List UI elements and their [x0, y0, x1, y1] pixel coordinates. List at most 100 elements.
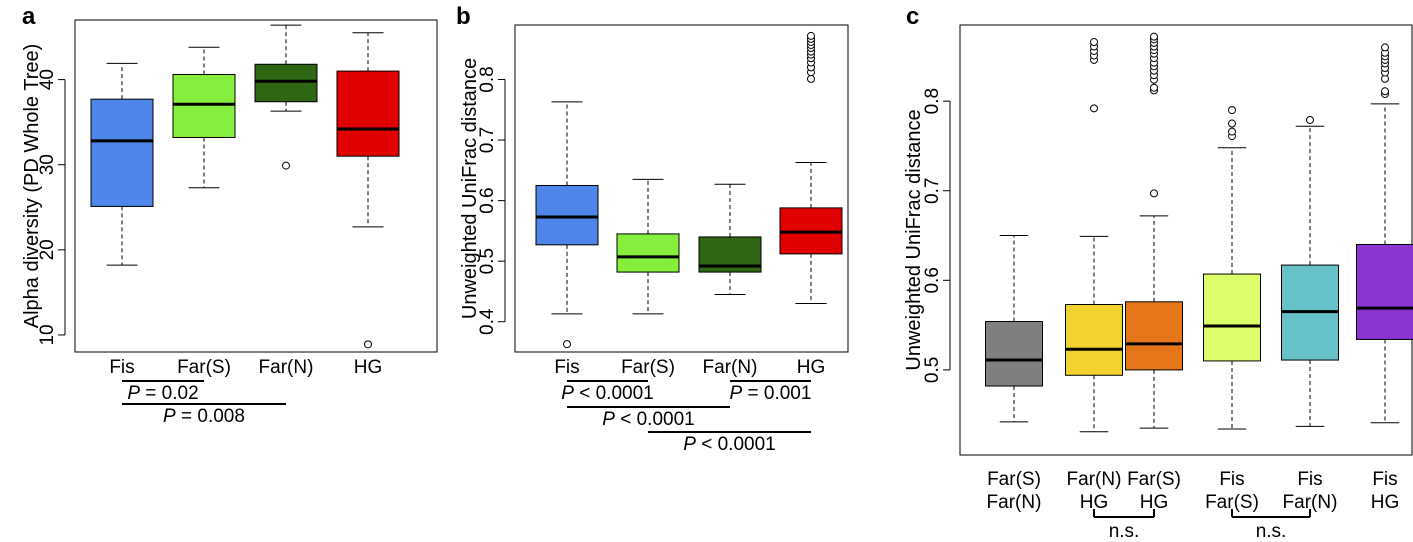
p-italic: P [730, 383, 743, 404]
panel-letter: b [456, 3, 471, 30]
outlier-point [364, 340, 372, 349]
comparison-1: P = 0.02 [122, 380, 204, 404]
category-label: Far(S) [621, 357, 675, 378]
box-6 [1356, 43, 1413, 424]
box-5 [1281, 115, 1339, 427]
box-iqr [985, 321, 1043, 387]
y-tick-label: 30 [37, 154, 58, 175]
p-italic: P [561, 383, 574, 404]
outlier-point [807, 74, 815, 83]
category-label: Far(S) [987, 469, 1041, 490]
outlier-point [1381, 43, 1389, 52]
box-1 [985, 235, 1043, 423]
y-tick-label: 10 [37, 324, 58, 345]
box-4 [779, 31, 843, 305]
box-iqr [90, 98, 154, 207]
box-iqr [254, 63, 318, 103]
box-2 [172, 46, 236, 189]
outlier-point [1150, 83, 1158, 92]
y-tick-label: 0.6 [477, 187, 498, 213]
outlier-point [1090, 104, 1098, 113]
comparison-2: P = 0.008 [122, 403, 286, 427]
outlier-point [1228, 127, 1236, 136]
y-tick-label: 0.8 [477, 66, 498, 92]
comparison-1: n.s. [1093, 509, 1155, 542]
comparison-1: P < 0.0001 [561, 380, 654, 404]
comparison-4: P < 0.0001 [648, 431, 811, 455]
category-label: HG [1371, 492, 1400, 513]
p-italic: P [127, 383, 140, 404]
box-4 [1203, 106, 1261, 430]
box-iqr [172, 73, 236, 138]
category-label: Far(S) [177, 357, 231, 378]
box-iqr [535, 184, 599, 246]
box-3 [1125, 32, 1183, 429]
box-iqr [336, 70, 400, 157]
category-label: HG [1140, 492, 1169, 513]
outlier-point [1150, 189, 1158, 198]
ns-label: n.s. [1109, 521, 1140, 542]
plot-frame [74, 19, 438, 353]
category-label: Fis [554, 357, 579, 378]
box-1 [90, 62, 154, 266]
category-label: Far(N) [703, 357, 758, 378]
y-tick-label: 0.7 [477, 127, 498, 153]
p-value-label: P < 0.0001 [561, 383, 653, 404]
p-value: = 0.008 [176, 406, 245, 427]
panel-letter: c [906, 3, 919, 30]
outlier-point [1306, 115, 1314, 124]
outlier-point [1381, 87, 1389, 96]
category-label: HG [354, 357, 383, 378]
comparison-3: P < 0.0001 [567, 406, 730, 430]
outlier-point [1228, 119, 1236, 128]
box-iqr [1065, 304, 1123, 376]
p-value: < 0.0001 [615, 409, 695, 430]
y-tick-label: 20 [37, 239, 58, 260]
category-label: HG [1080, 492, 1109, 513]
y-tick-label: 0.5 [477, 248, 498, 274]
category-label: Fis [1372, 469, 1397, 490]
panel-letter: a [22, 3, 36, 30]
outlier-point [282, 161, 290, 170]
comparison-2: n.s. [1231, 509, 1311, 542]
category-label: Far(N) [1067, 469, 1122, 490]
box-3 [254, 24, 318, 170]
category-label: Fis [109, 357, 134, 378]
outlier-point [1090, 38, 1098, 47]
p-value-label: P = 0.001 [730, 383, 812, 404]
plot-frame [959, 24, 1413, 456]
box-iqr [1203, 273, 1261, 362]
p-value-label: P < 0.0001 [683, 434, 775, 455]
category-label: Far(N) [987, 492, 1042, 513]
category-label: Fis [1219, 469, 1244, 490]
box-4 [336, 32, 400, 349]
y-axis-label: Unweighted UniFrac distance [459, 58, 481, 319]
category-label: Far(N) [1283, 492, 1338, 513]
box-iqr [1356, 243, 1413, 340]
box-2 [616, 178, 680, 315]
p-value-label: P < 0.0001 [602, 409, 694, 430]
p-value: = 0.001 [742, 383, 811, 404]
box-iqr [1125, 301, 1183, 371]
ns-label: n.s. [1256, 521, 1287, 542]
outlier-point [1150, 32, 1158, 41]
p-italic: P [602, 409, 615, 430]
p-italic: P [163, 406, 176, 427]
outlier-point [563, 340, 571, 349]
box-iqr [616, 233, 680, 273]
y-tick-label: 40 [37, 69, 58, 90]
y-tick-label: 0.7 [922, 178, 943, 204]
p-value: < 0.0001 [574, 383, 654, 404]
outlier-point [807, 31, 815, 40]
category-label: Far(S) [1127, 469, 1181, 490]
y-axis-label: Unweighted UniFrac distance [903, 109, 925, 370]
category-label: Fis [1297, 469, 1322, 490]
y-tick-label: 0.8 [922, 88, 943, 114]
plot-frame [514, 24, 849, 353]
y-tick-label: 0.4 [477, 308, 498, 335]
p-italic: P [683, 434, 696, 455]
